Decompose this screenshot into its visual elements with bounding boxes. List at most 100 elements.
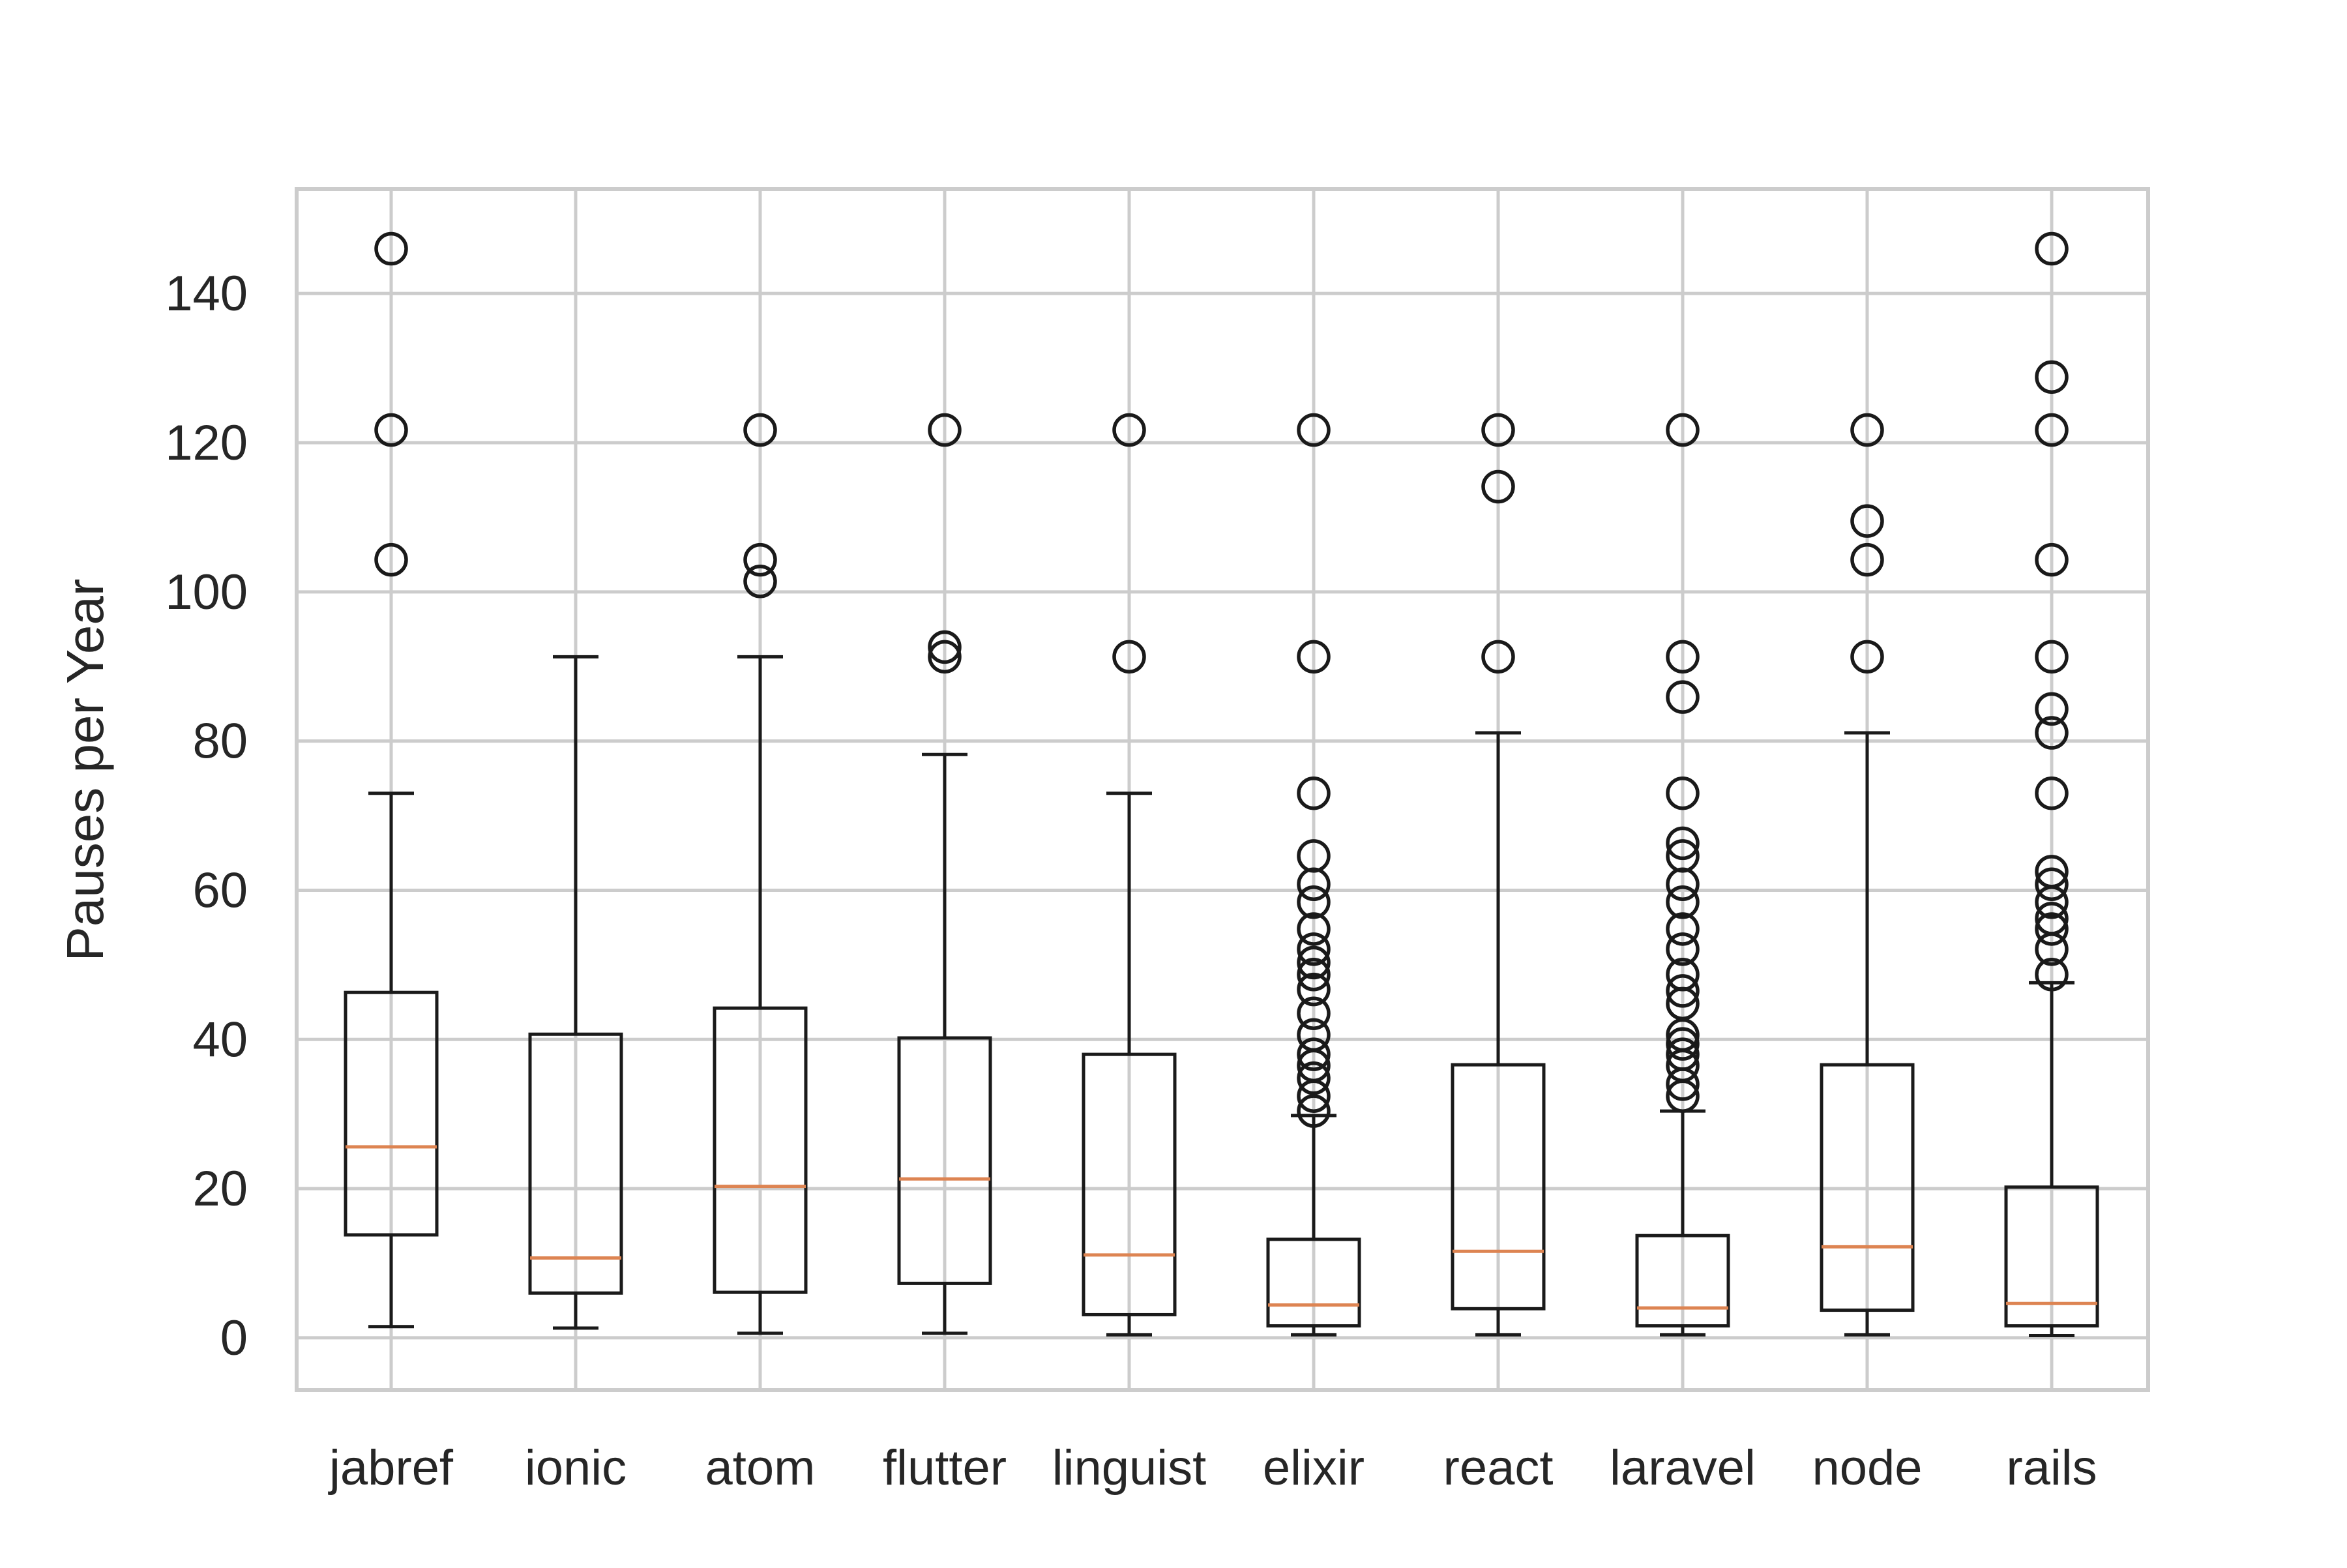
outlier-point (1297, 972, 1331, 1007)
box-node (1820, 413, 1915, 1337)
iqr-box (1451, 1063, 1546, 1310)
outlier-point (1297, 945, 1331, 980)
box-ionic (528, 655, 623, 1330)
outlier-point (1666, 957, 1700, 992)
x-tick-label: flutter (883, 1440, 1007, 1496)
iqr-box (1266, 1237, 1361, 1328)
x-tick-label: laravel (1610, 1440, 1756, 1496)
outlier-point (1666, 640, 1700, 674)
outlier-point (1481, 640, 1515, 674)
outlier-point (1850, 640, 1884, 674)
iqr-box (1635, 1234, 1730, 1328)
box-jabref (344, 231, 439, 1329)
x-tick-label: jabref (328, 1440, 454, 1496)
iqr-box (2004, 1185, 2099, 1328)
y-axis-label: Pauses per Year (56, 578, 114, 961)
outlier-point (1297, 1094, 1331, 1128)
outlier-point (2035, 957, 2069, 992)
outlier-point (374, 542, 408, 577)
y-tick-label: 0 (220, 1310, 248, 1366)
x-tick-label: linguist (1052, 1440, 1207, 1496)
y-tick-label: 80 (192, 714, 248, 769)
outlier-point (1666, 1037, 1700, 1071)
y-tick-label: 100 (165, 565, 248, 620)
y-tick-label: 140 (165, 266, 248, 321)
outlier-point (2035, 716, 2069, 750)
outlier-point (1297, 1061, 1331, 1095)
outlier-point (1666, 885, 1700, 919)
iqr-box (897, 1036, 992, 1285)
iqr-box (1082, 1052, 1177, 1316)
outlier-point (1297, 413, 1331, 447)
outlier-point (2035, 867, 2069, 902)
outlier-point (1666, 826, 1700, 861)
outlier-point (928, 640, 962, 674)
y-tick-label: 120 (165, 415, 248, 471)
box-laravel (1635, 413, 1730, 1337)
x-tick-label: node (1812, 1440, 1922, 1496)
boxes (344, 231, 2099, 1337)
x-tick-label: rails (2006, 1440, 2097, 1496)
outlier-point (1297, 839, 1331, 873)
x-tick-label: atom (705, 1440, 816, 1496)
box-linguist (1082, 413, 1177, 1337)
outlier-point (928, 630, 962, 664)
outlier-point (1666, 932, 1700, 966)
outlier-point (2035, 640, 2069, 674)
outlier-point (1112, 640, 1146, 674)
iqr-box (1820, 1063, 1915, 1312)
outlier-point (2035, 902, 2069, 936)
box-rails (2004, 231, 2099, 1337)
outlier-point (743, 542, 777, 577)
y-tick-label: 60 (192, 863, 248, 918)
outlier-point (1297, 776, 1331, 810)
outlier-point (1297, 640, 1331, 674)
outlier-point (743, 413, 777, 447)
iqr-box (344, 990, 439, 1237)
outlier-point (1297, 885, 1331, 919)
outlier-point (1666, 1027, 1700, 1061)
box-flutter (897, 413, 992, 1335)
iqr-box (713, 1006, 808, 1294)
iqr-box (528, 1032, 623, 1295)
y-tick-label: 20 (192, 1161, 248, 1217)
outlier-point (1666, 839, 1700, 873)
outlier-point (1297, 1018, 1331, 1052)
box-elixir (1266, 413, 1361, 1337)
outlier-point (1850, 504, 1884, 538)
x-tick-label: react (1443, 1440, 1554, 1496)
outlier-point (1666, 974, 1700, 1008)
outlier-point (374, 413, 408, 447)
y-tick-label: 40 (192, 1012, 248, 1067)
x-tick-label: elixir (1263, 1440, 1365, 1496)
outlier-point (1297, 912, 1331, 946)
outlier-point (1666, 912, 1700, 946)
outlier-point (1112, 413, 1146, 447)
x-tick-label: ionic (525, 1440, 627, 1496)
outlier-point (2035, 542, 2069, 577)
outlier-point (1850, 542, 1884, 577)
outlier-point (1481, 413, 1515, 447)
outlier-point (1666, 680, 1700, 714)
outlier-point (1297, 932, 1331, 966)
outlier-point (1297, 1037, 1331, 1071)
outlier-point (1297, 957, 1331, 992)
outlier-point (2035, 776, 2069, 810)
outlier-point (2035, 912, 2069, 946)
outlier-point (2035, 360, 2069, 394)
outlier-point (374, 231, 408, 266)
outlier-point (743, 565, 777, 599)
outlier-point (2035, 413, 2069, 447)
outlier-point (2035, 855, 2069, 889)
outlier-point (1850, 413, 1884, 447)
outlier-point (1481, 469, 1515, 504)
outlier-point (2035, 231, 2069, 266)
box-react (1451, 413, 1546, 1337)
outlier-point (2035, 692, 2069, 726)
outlier-point (1666, 413, 1700, 447)
outlier-point (1666, 776, 1700, 810)
outlier-point (928, 413, 962, 447)
